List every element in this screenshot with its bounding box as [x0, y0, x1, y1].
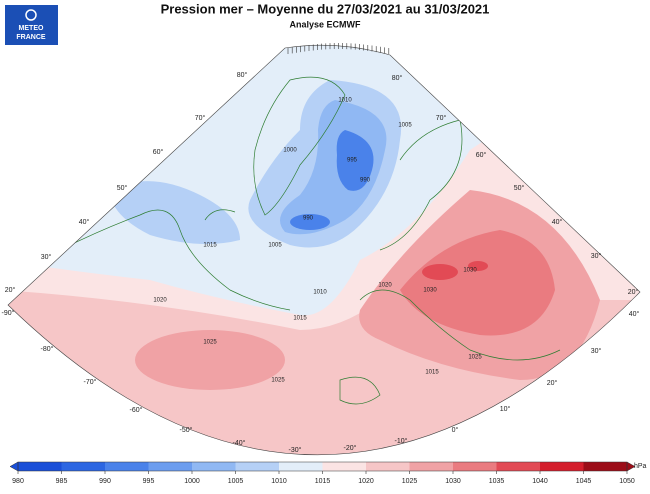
isobar-label: 1010	[338, 98, 352, 104]
legend-bin	[583, 462, 627, 471]
legend-tick-label: 1025	[402, 478, 418, 485]
pressure-field	[8, 45, 640, 455]
legend-bin	[105, 462, 149, 471]
isobar-label: 1010	[313, 290, 327, 296]
legend-bin	[409, 462, 453, 471]
latitude-label: 80°	[237, 71, 248, 79]
latitude-label: 70°	[195, 114, 206, 122]
legend-bin	[366, 462, 410, 471]
title: Pression mer – Moyenne du 27/03/2021 au …	[161, 1, 490, 16]
isobar-label: 1015	[203, 243, 217, 249]
pole-ticks	[287, 43, 390, 54]
latitude-label: 60°	[476, 151, 487, 159]
subtitle: Analyse ECMWF	[289, 19, 361, 29]
latitude-label: 80°	[392, 74, 403, 82]
legend-bin	[192, 462, 236, 471]
isobar-label: 1030	[463, 268, 477, 274]
longitude-label: 30°	[591, 347, 602, 355]
legend-bin	[322, 462, 366, 471]
longitude-label: 0°	[452, 426, 459, 434]
isobar-label: 1020	[153, 298, 167, 304]
longitude-label: 40°	[629, 310, 640, 318]
longitude-label: -80°	[41, 345, 54, 353]
logo-text: METEO	[19, 25, 44, 32]
logo-text: FRANCE	[16, 34, 45, 41]
legend-tick-label: 995	[143, 478, 155, 485]
legend-tick-label: 1045	[576, 478, 592, 485]
isobar-label: 1025	[271, 378, 285, 384]
latitude-label: 30°	[591, 252, 602, 260]
longitude-label: 20°	[547, 379, 558, 387]
field-1035	[468, 261, 488, 271]
legend-bin	[279, 462, 323, 471]
isobar-label: 1030	[423, 288, 437, 294]
coastlines	[59, 76, 561, 405]
field-1035	[422, 264, 458, 280]
isobar-label: 1015	[293, 316, 307, 322]
field-1000	[280, 100, 387, 235]
isobar-label: 1015	[425, 370, 439, 376]
longitude-label: -50°	[180, 426, 193, 434]
legend-tick-label: 1020	[358, 478, 374, 485]
legend-tick-label: 1035	[489, 478, 505, 485]
map-frame	[7, 44, 641, 456]
field-990	[290, 214, 330, 230]
latitude-label: 50°	[117, 184, 128, 192]
legend-bin	[148, 462, 192, 471]
field-1005	[110, 181, 240, 244]
legend-bin	[18, 462, 62, 471]
longitude-label: -30°	[289, 446, 302, 454]
isobar-label: 1005	[268, 243, 282, 249]
legend-tick-label: 1010	[271, 478, 287, 485]
field-990	[336, 130, 374, 191]
legend-bin	[496, 462, 540, 471]
labels: 80° 70° 60° 50° 40° 30° 20° 80° 70° 60° 50° 40° 30° 2…	[2, 71, 640, 454]
isobar-label: 1025	[468, 355, 482, 361]
field-1030	[400, 230, 555, 336]
longitude-label: -20°	[344, 444, 357, 452]
logo-box	[5, 5, 58, 45]
isobar-label: 990	[360, 178, 371, 184]
longitude-label: -90°	[2, 309, 15, 317]
legend-tick-label: 990	[99, 478, 111, 485]
latitude-label: 70°	[436, 114, 447, 122]
legend-tick-label: 985	[56, 478, 68, 485]
isobar-label: 995	[347, 158, 358, 164]
legend-tick-label: 1015	[315, 478, 331, 485]
legend-tick-label: 1050	[619, 478, 635, 485]
legend-arrow	[9, 461, 19, 472]
latitude-label: 20°	[5, 286, 16, 294]
legend: 980 985 990 995 1000 1005 1010 1015 1020 1025 1030…	[9, 461, 636, 485]
logo-icon	[25, 9, 37, 21]
latitude-label: 40°	[79, 218, 90, 226]
isobar-label: 990	[303, 216, 314, 222]
legend-bin	[453, 462, 497, 471]
longitude-label: -70°	[84, 378, 97, 386]
latitude-label: 40°	[552, 218, 563, 226]
longitude-label: 10°	[500, 405, 511, 413]
legend-unit: hPa	[634, 463, 647, 470]
longitude-label: -40°	[233, 439, 246, 447]
legend-tick-label: 1030	[445, 478, 461, 485]
legend-tick-label: 1005	[228, 478, 244, 485]
latitude-label: 50°	[514, 184, 525, 192]
latitude-label: 60°	[153, 148, 164, 156]
legend-bin	[540, 462, 584, 471]
latitude-label: 20°	[628, 288, 639, 296]
legend-tick-label: 1040	[532, 478, 548, 485]
legend-bin	[235, 462, 279, 471]
field-1025	[135, 330, 285, 390]
legend-tick-label: 980	[12, 478, 24, 485]
isobar-label: 1020	[378, 283, 392, 289]
isobar-label: 1000	[283, 148, 297, 154]
longitude-label: -60°	[130, 406, 143, 414]
longitude-label: -10°	[395, 437, 408, 445]
isobar-label: 1005	[398, 123, 412, 129]
legend-bin	[61, 462, 105, 471]
latitude-label: 30°	[41, 253, 52, 261]
isobar-label: 1025	[203, 340, 217, 346]
legend-tick-label: 1000	[184, 478, 200, 485]
